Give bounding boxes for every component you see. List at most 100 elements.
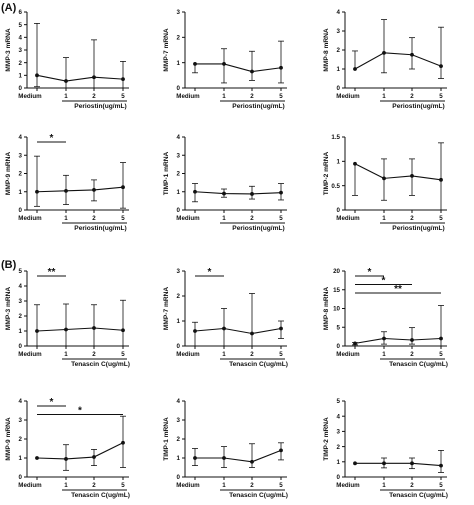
x-tick-label: Medium (176, 93, 200, 100)
chart-9: 0 1 2 3 4 MMP-9 mRNA Medium 1 2 5 Tenascin C(ug/mL… (5, 397, 130, 499)
y-axis-title: MMP-8 mRNA (323, 287, 330, 330)
y-tick-label: 1.5 (331, 134, 340, 141)
y-tick-label: 0 (177, 343, 181, 350)
significance-marker: * (382, 276, 386, 287)
data-point (279, 448, 283, 453)
x-tick-label: 5 (279, 351, 283, 358)
panel-label-a: (A) (1, 2, 17, 14)
y-tick-label: 0 (337, 85, 341, 92)
y-tick-label: 6 (19, 9, 23, 16)
y-tick-label: 20 (333, 268, 340, 275)
y-tick-label: 5 (19, 22, 23, 29)
data-point (92, 326, 96, 330)
data-point (92, 188, 96, 192)
x-tick-label: 2 (92, 93, 96, 100)
x-tick-label: 1 (222, 482, 226, 489)
x-tick-label: 5 (439, 215, 443, 222)
y-tick-label: 2 (337, 444, 341, 451)
data-point (279, 190, 283, 195)
x-tick-label: 2 (250, 482, 254, 489)
panel-label-b: (B) (1, 259, 17, 271)
data-point (439, 336, 443, 341)
series-line (354, 163, 442, 181)
series-line (194, 191, 282, 195)
data-point (382, 336, 386, 341)
data-point (353, 67, 357, 71)
y-tick-label: 3 (337, 429, 341, 436)
y-tick-label: 1 (177, 189, 181, 196)
data-point (410, 461, 414, 466)
data-point (35, 73, 39, 78)
x-tick-label: Medium (336, 93, 360, 100)
y-tick-label: 2 (177, 293, 181, 300)
y-tick-label: 15 (333, 287, 340, 294)
x-tick-label: 5 (121, 215, 125, 222)
x-tick-label: 5 (439, 93, 443, 100)
x-tick-label: Medium (18, 482, 42, 489)
data-point (353, 341, 357, 346)
data-point (353, 461, 357, 466)
y-tick-label: 3 (337, 28, 341, 35)
data-point (64, 188, 68, 193)
x-axis-title: Periostin(ug/mL) (392, 225, 444, 232)
x-tick-label: 1 (382, 482, 386, 489)
y-tick-label: 3 (177, 417, 181, 424)
data-point (121, 77, 125, 82)
y-tick-label: 3 (19, 47, 23, 54)
significance-marker: * (368, 267, 372, 278)
x-tick-label: 2 (92, 351, 96, 358)
x-tick-label: 2 (92, 215, 96, 222)
data-point (35, 329, 39, 333)
y-tick-label: 0 (19, 474, 23, 481)
series-line (354, 52, 442, 70)
chart-3: 0 1 2 3 4 MMP-9 mRNA Medium 1 2 5 Periostin(ug/mL)… (5, 133, 129, 232)
x-tick-label: 5 (279, 215, 283, 222)
x-tick-label: 1 (382, 351, 386, 358)
x-axis-title: Tenascin C(ug/mL) (71, 492, 130, 499)
y-tick-label: 4 (337, 413, 341, 420)
x-tick-label: 1 (64, 215, 68, 222)
data-point (279, 326, 283, 331)
data-point (64, 79, 68, 83)
y-tick-label: 2 (337, 47, 341, 54)
series-line (195, 63, 282, 73)
x-tick-label: Medium (176, 482, 200, 489)
y-tick-label: 4 (337, 9, 341, 16)
data-point (193, 456, 197, 460)
y-tick-label: 3 (177, 9, 181, 16)
series-line (36, 327, 124, 332)
x-tick-label: Medium (176, 351, 200, 358)
series-line (354, 337, 442, 344)
x-tick-label: 5 (279, 93, 283, 100)
y-tick-label: 0 (19, 85, 23, 92)
chart-8: 0 5 10 15 20 MMP-8 mRNA Medium 1 2 5 Tenascin C(ug… (323, 267, 448, 368)
data-point (250, 459, 254, 464)
y-tick-label: 0 (337, 343, 341, 350)
data-point (410, 174, 414, 178)
x-tick-label: 1 (64, 93, 68, 100)
data-point (222, 62, 226, 66)
x-tick-label: Medium (18, 215, 42, 222)
y-tick-label: 5 (19, 268, 23, 275)
y-tick-label: 4 (19, 35, 23, 42)
x-tick-label: 5 (439, 351, 443, 358)
x-axis-title: Tenascin C(ug/mL) (71, 361, 130, 368)
y-axis-title: TIMP-2 mRNA (323, 417, 330, 461)
x-tick-label: Medium (176, 215, 200, 222)
y-axis-title: MMP-8 mRNA (323, 28, 330, 71)
data-point (382, 50, 386, 55)
y-tick-label: 0.5 (331, 183, 340, 190)
series-line (36, 186, 124, 193)
data-point (92, 75, 96, 80)
y-tick-label: 0 (177, 207, 181, 214)
data-point (222, 326, 226, 331)
y-tick-label: 1 (177, 455, 181, 462)
data-point (193, 62, 197, 66)
x-tick-label: 1 (222, 93, 226, 100)
x-tick-label: 5 (279, 482, 283, 489)
y-tick-label: 3 (19, 417, 23, 424)
data-point (193, 189, 197, 194)
y-tick-label: 0 (177, 85, 181, 92)
x-axis-title: Periostin(ug/mL) (232, 103, 284, 110)
